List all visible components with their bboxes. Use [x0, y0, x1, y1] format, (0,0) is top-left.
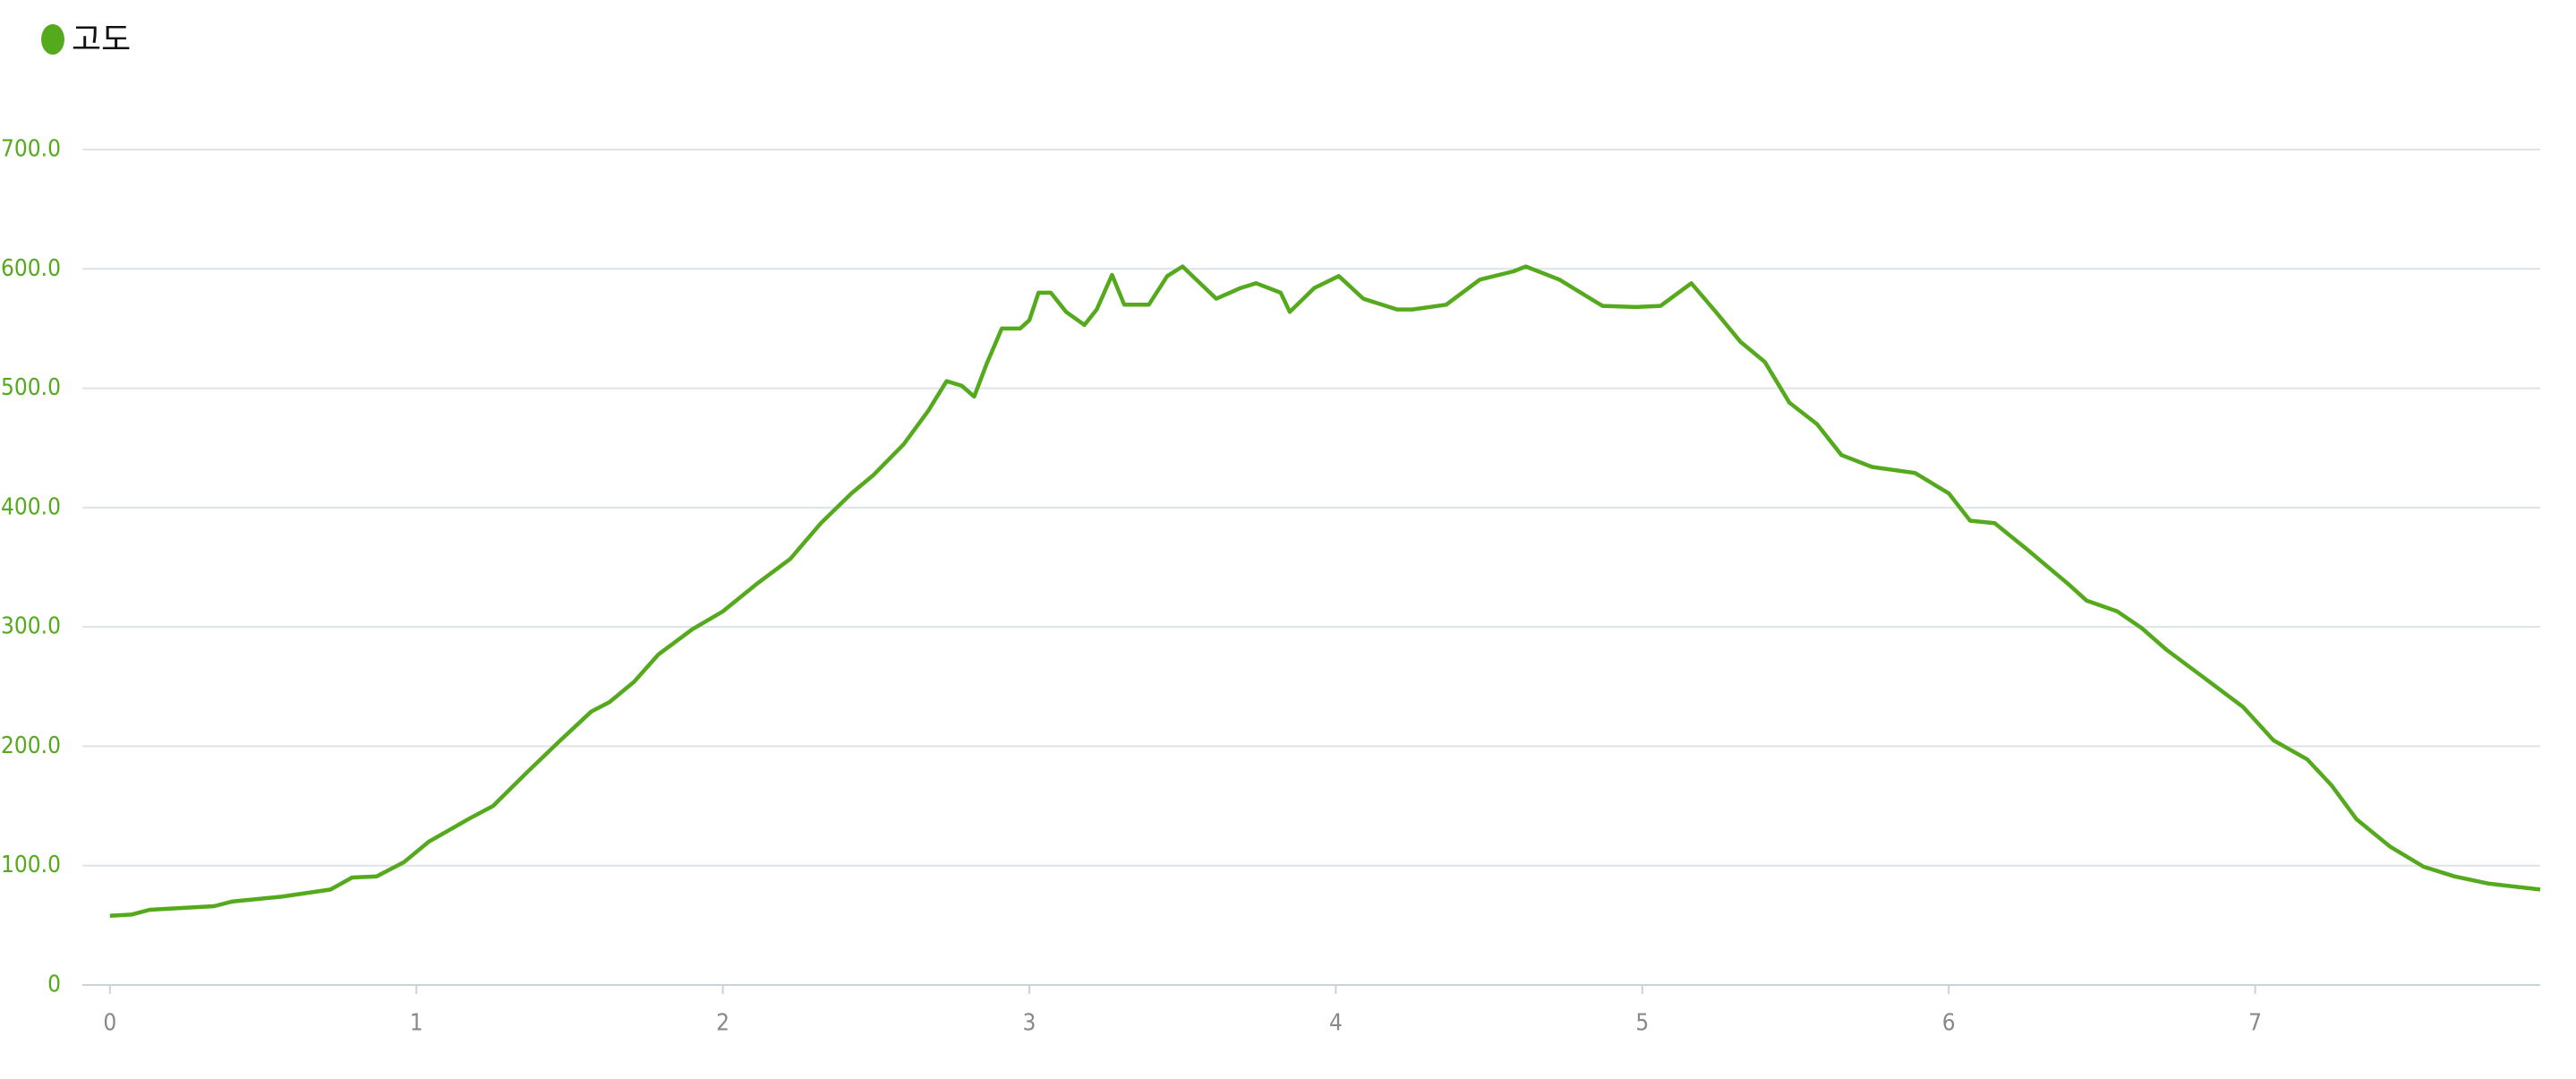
x-tick-label: 2 [716, 1010, 729, 1037]
x-tick-label: 6 [1942, 1010, 1956, 1037]
x-tick-label: 7 [2248, 1010, 2262, 1037]
y-tick-label: 600.0 [1, 255, 61, 282]
x-tick-label: 5 [1635, 1010, 1649, 1037]
x-tick-label: 4 [1329, 1010, 1343, 1037]
x-tick-label: 0 [103, 1010, 116, 1037]
x-tick-label: 3 [1023, 1010, 1036, 1037]
elevation-line [109, 264, 2541, 918]
y-tick-label: 300.0 [1, 613, 61, 640]
y-tick-label: 700.0 [1, 136, 61, 163]
y-tick-label: 0 [47, 972, 61, 998]
y-tick-label: 400.0 [1, 493, 61, 520]
legend-marker [41, 24, 64, 55]
x-tick-label: 1 [410, 1010, 423, 1037]
y-tick-label: 200.0 [1, 732, 61, 759]
y-tick-label: 500.0 [1, 374, 61, 401]
legend-label: 고도 [72, 21, 131, 58]
y-tick-label: 100.0 [1, 852, 61, 878]
